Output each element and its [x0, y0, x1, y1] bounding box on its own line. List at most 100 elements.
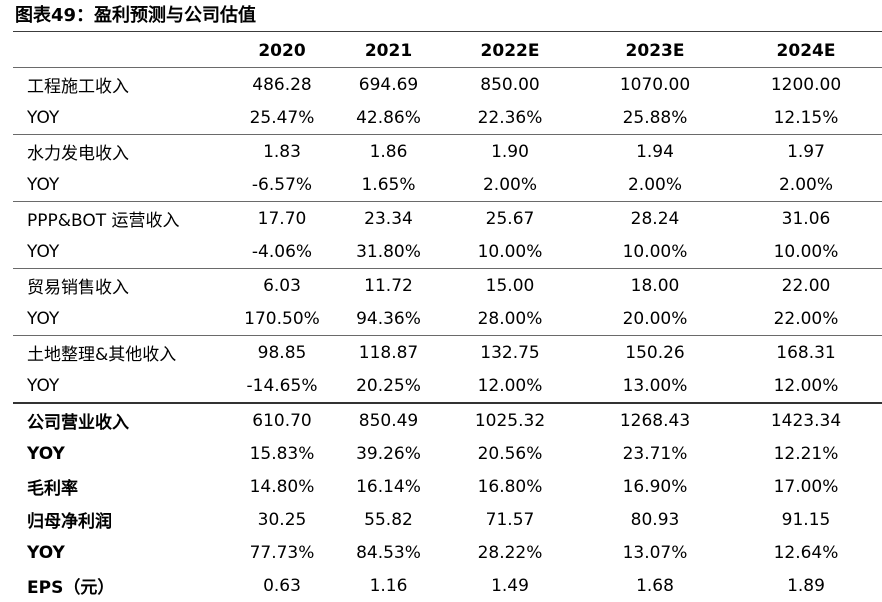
value-cell: 118.87	[337, 336, 440, 370]
value-cell: 91.15	[730, 503, 882, 536]
value-cell: 6.03	[227, 269, 337, 303]
row-label: YOY	[13, 235, 227, 269]
value-cell: 1.49	[440, 569, 580, 602]
row-label: 公司营业收入	[13, 403, 227, 437]
value-cell: 22.36%	[440, 101, 580, 135]
value-cell: 94.36%	[337, 302, 440, 336]
value-cell: 31.06	[730, 202, 882, 236]
value-cell: 610.70	[227, 403, 337, 437]
header-cell: 2022E	[440, 34, 580, 68]
value-cell: 84.53%	[337, 536, 440, 569]
header-row: 2020 2021 2022E 2023E 2024E	[13, 34, 882, 68]
row-label: 毛利率	[13, 470, 227, 503]
value-cell: 71.57	[440, 503, 580, 536]
value-cell: 1070.00	[580, 68, 730, 102]
value-cell: 23.71%	[580, 437, 730, 470]
header-cell: 2021	[337, 34, 440, 68]
value-cell: 1.16	[337, 569, 440, 602]
value-cell: 55.82	[337, 503, 440, 536]
value-cell: 12.64%	[730, 536, 882, 569]
row-label: YOY	[13, 101, 227, 135]
value-cell: 12.15%	[730, 101, 882, 135]
value-cell: 22.00	[730, 269, 882, 303]
value-cell: 10.00%	[580, 235, 730, 269]
row-label: YOY	[13, 437, 227, 470]
value-cell: 20.00%	[580, 302, 730, 336]
value-cell: 16.14%	[337, 470, 440, 503]
value-cell: 20.25%	[337, 369, 440, 403]
row-label: YOY	[13, 302, 227, 336]
value-cell: 17.70	[227, 202, 337, 236]
value-cell: 1.83	[227, 135, 337, 169]
row-label: 土地整理&其他收入	[13, 336, 227, 370]
value-cell: 150.26	[580, 336, 730, 370]
value-cell: 850.49	[337, 403, 440, 437]
value-cell: 39.26%	[337, 437, 440, 470]
row-label: YOY	[13, 536, 227, 569]
row-label: EPS（元）	[13, 569, 227, 602]
value-cell: 2.00%	[440, 168, 580, 202]
value-cell: 1.94	[580, 135, 730, 169]
value-cell: 1200.00	[730, 68, 882, 102]
value-cell: 12.00%	[730, 369, 882, 403]
value-cell: 15.00	[440, 269, 580, 303]
value-cell: 12.00%	[440, 369, 580, 403]
value-cell: 1.89	[730, 569, 882, 602]
value-cell: 1.68	[580, 569, 730, 602]
value-cell: 42.86%	[337, 101, 440, 135]
row-label: 工程施工收入	[13, 68, 227, 102]
table-row: YOY-4.06%31.80%10.00%10.00%10.00%	[13, 235, 882, 269]
value-cell: 1.90	[440, 135, 580, 169]
value-cell: 850.00	[440, 68, 580, 102]
value-cell: 77.73%	[227, 536, 337, 569]
row-label: 归母净利润	[13, 503, 227, 536]
header-cell: 2020	[227, 34, 337, 68]
value-cell: 1423.34	[730, 403, 882, 437]
value-cell: 1.86	[337, 135, 440, 169]
value-cell: 1025.32	[440, 403, 580, 437]
value-cell: 11.72	[337, 269, 440, 303]
value-cell: -6.57%	[227, 168, 337, 202]
value-cell: 15.83%	[227, 437, 337, 470]
value-cell: 23.34	[337, 202, 440, 236]
header-cell: 2023E	[580, 34, 730, 68]
value-cell: 31.80%	[337, 235, 440, 269]
row-label: 水力发电收入	[13, 135, 227, 169]
value-cell: 25.47%	[227, 101, 337, 135]
value-cell: 28.00%	[440, 302, 580, 336]
value-cell: 10.00%	[730, 235, 882, 269]
value-cell: 168.31	[730, 336, 882, 370]
value-cell: 10.00%	[440, 235, 580, 269]
figure-title: 图表49：盈利预测与公司估值	[13, 2, 882, 32]
value-cell: 80.93	[580, 503, 730, 536]
value-cell: 12.21%	[730, 437, 882, 470]
value-cell: 13.07%	[580, 536, 730, 569]
value-cell: 170.50%	[227, 302, 337, 336]
value-cell: 25.88%	[580, 101, 730, 135]
value-cell: 22.00%	[730, 302, 882, 336]
value-cell: 2.00%	[730, 168, 882, 202]
row-label: 贸易销售收入	[13, 269, 227, 303]
header-cell: 2024E	[730, 34, 882, 68]
value-cell: -4.06%	[227, 235, 337, 269]
value-cell: 25.67	[440, 202, 580, 236]
value-cell: 16.90%	[580, 470, 730, 503]
row-label: PPP&BOT 运营收入	[13, 202, 227, 236]
value-cell: 28.22%	[440, 536, 580, 569]
table-row: YOY-14.65%20.25%12.00%13.00%12.00%	[13, 369, 882, 403]
value-cell: 694.69	[337, 68, 440, 102]
